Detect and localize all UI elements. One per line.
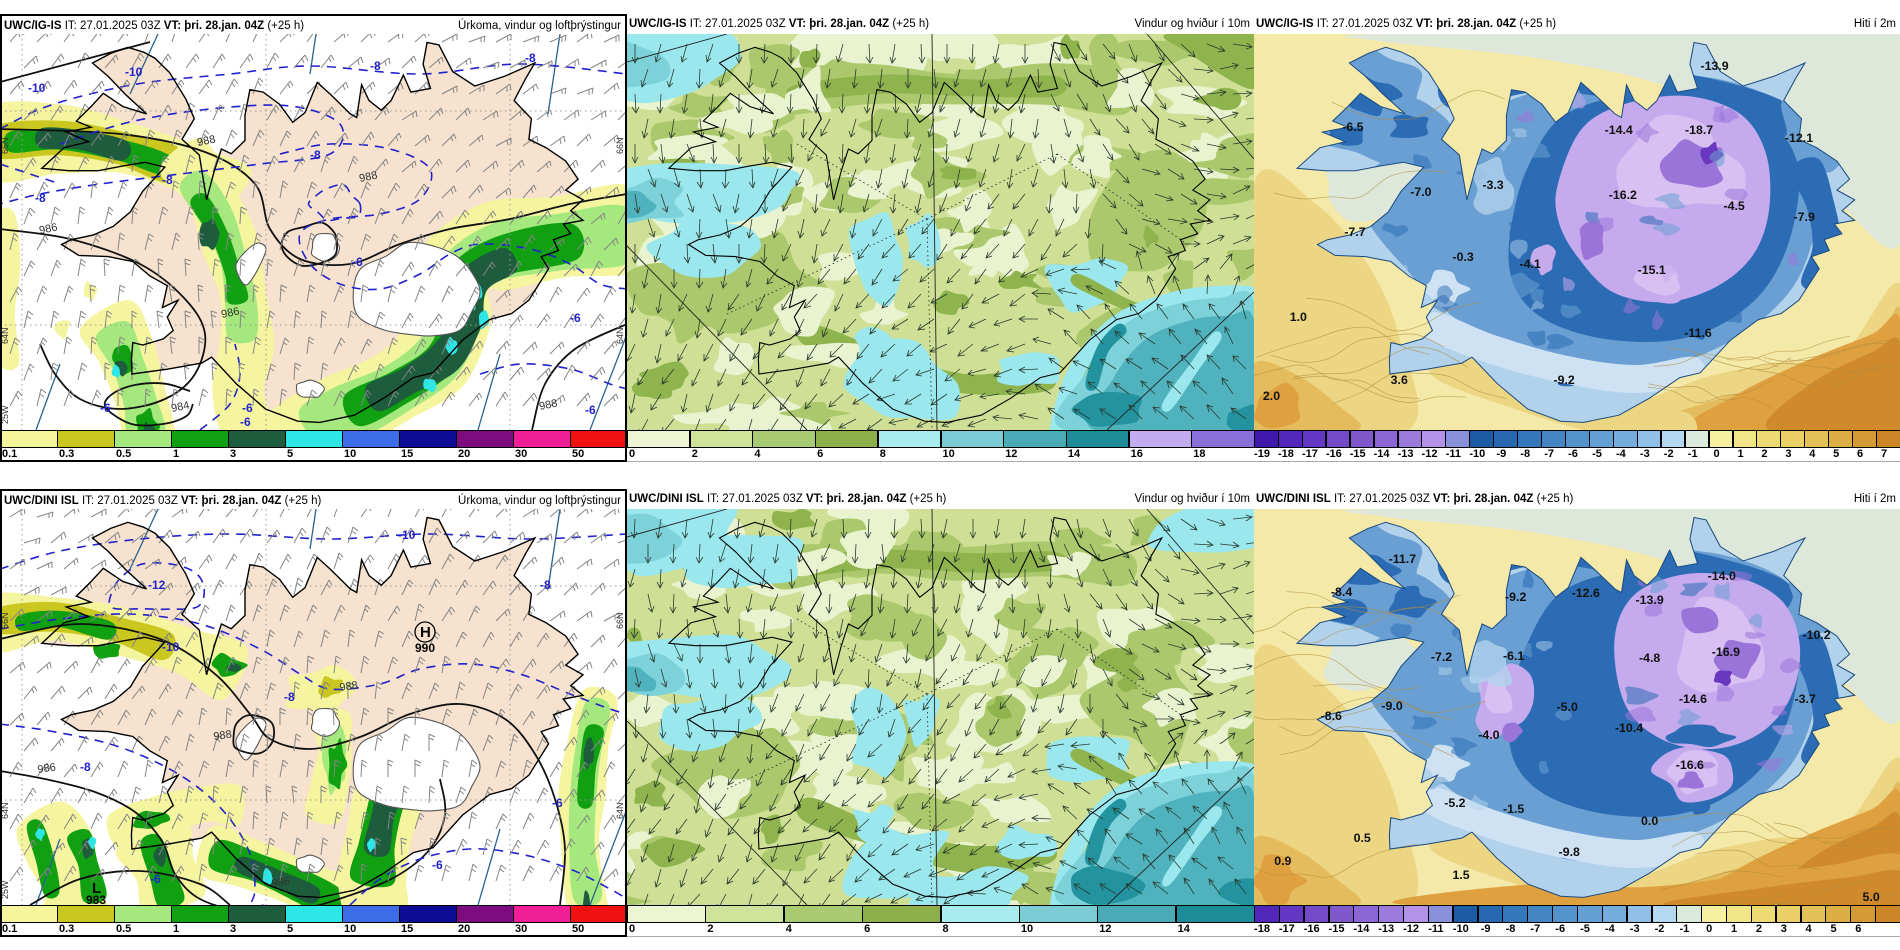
svg-text:-6.5: -6.5: [1342, 120, 1364, 134]
svg-text:1.5: 1.5: [1453, 868, 1470, 882]
svg-text:-9.8: -9.8: [1559, 845, 1581, 859]
svg-text:64N: 64N: [0, 327, 10, 344]
svg-text:-13.9: -13.9: [1700, 59, 1728, 73]
svg-text:-14.4: -14.4: [1605, 123, 1633, 137]
svg-text:988: 988: [196, 133, 216, 149]
svg-text:-13.9: -13.9: [1636, 593, 1664, 607]
svg-text:-12: -12: [148, 578, 166, 592]
svg-text:66N: 66N: [0, 137, 10, 154]
svg-text:-14.6: -14.6: [1679, 692, 1707, 706]
svg-text:-8: -8: [35, 191, 46, 205]
svg-text:-16.9: -16.9: [1712, 645, 1740, 659]
svg-text:-18.7: -18.7: [1685, 123, 1713, 137]
svg-text:66N: 66N: [615, 612, 625, 629]
svg-text:986: 986: [271, 876, 291, 890]
svg-text:-3.3: -3.3: [1482, 178, 1504, 192]
svg-text:-4.8: -4.8: [1639, 651, 1661, 665]
svg-text:-10: -10: [398, 528, 416, 542]
svg-text:-8: -8: [310, 148, 321, 162]
svg-text:-6: -6: [585, 403, 596, 417]
svg-text:-6: -6: [240, 415, 251, 429]
svg-text:25W: 25W: [0, 405, 10, 424]
svg-text:66N: 66N: [0, 612, 10, 629]
svg-text:25W: 25W: [0, 880, 10, 899]
svg-text:-11.6: -11.6: [1684, 326, 1712, 340]
svg-text:-10: -10: [162, 640, 180, 654]
svg-text:H: H: [420, 624, 431, 641]
svg-text:-4.1: -4.1: [1519, 257, 1541, 271]
svg-text:-8: -8: [525, 51, 536, 65]
svg-text:-7.2: -7.2: [1431, 650, 1453, 664]
svg-text:-5.0: -5.0: [1557, 700, 1579, 714]
svg-text:-5.2: -5.2: [1444, 796, 1466, 810]
svg-text:-4.5: -4.5: [1723, 199, 1745, 213]
svg-text:-0.3: -0.3: [1453, 250, 1475, 264]
svg-text:986: 986: [38, 221, 58, 237]
svg-text:-16.6: -16.6: [1676, 758, 1704, 772]
svg-text:-10: -10: [28, 81, 46, 95]
svg-text:-8: -8: [162, 173, 173, 187]
svg-text:-6: -6: [100, 401, 111, 415]
svg-text:0.5: 0.5: [1354, 831, 1371, 845]
svg-text:-6: -6: [432, 858, 443, 872]
svg-text:-16.2: -16.2: [1609, 188, 1637, 202]
svg-text:986: 986: [37, 762, 57, 776]
svg-text:0.0: 0.0: [1641, 814, 1658, 828]
svg-text:-14.0: -14.0: [1708, 569, 1736, 583]
svg-text:-6: -6: [552, 796, 563, 810]
svg-text:-1.5: -1.5: [1503, 802, 1525, 816]
svg-text:-12.1: -12.1: [1785, 131, 1813, 145]
svg-text:986: 986: [220, 305, 240, 321]
svg-text:-7.0: -7.0: [1410, 185, 1432, 199]
svg-text:1.0: 1.0: [1290, 310, 1307, 324]
svg-text:-10: -10: [125, 65, 143, 79]
svg-text:L: L: [92, 880, 101, 897]
svg-text:64N: 64N: [615, 327, 625, 344]
svg-text:-8: -8: [370, 59, 381, 73]
svg-text:984: 984: [170, 399, 190, 415]
svg-text:-8: -8: [284, 690, 295, 704]
svg-text:988: 988: [538, 397, 558, 413]
svg-text:-15.1: -15.1: [1638, 263, 1666, 277]
svg-text:-7.9: -7.9: [1794, 210, 1816, 224]
svg-text:0.9: 0.9: [1274, 854, 1291, 868]
svg-text:-10.4: -10.4: [1615, 721, 1643, 735]
svg-text:-6: -6: [150, 872, 161, 886]
svg-text:-6: -6: [242, 401, 253, 415]
svg-text:-3.7: -3.7: [1795, 692, 1817, 706]
svg-text:-6.1: -6.1: [1503, 649, 1525, 663]
svg-text:990: 990: [415, 641, 435, 655]
svg-text:-7.7: -7.7: [1344, 225, 1366, 239]
svg-text:-11.7: -11.7: [1389, 552, 1417, 566]
svg-text:-4.0: -4.0: [1478, 728, 1500, 742]
svg-text:-8.4: -8.4: [1331, 585, 1353, 599]
svg-text:-8.6: -8.6: [1321, 709, 1343, 723]
svg-text:5.0: 5.0: [1863, 890, 1880, 904]
svg-text:-9.0: -9.0: [1381, 699, 1403, 713]
svg-text:2.0: 2.0: [1263, 389, 1280, 403]
svg-text:-10.2: -10.2: [1802, 628, 1830, 642]
svg-text:64N: 64N: [615, 802, 625, 819]
svg-text:-9.2: -9.2: [1553, 373, 1575, 387]
svg-text:64N: 64N: [0, 802, 10, 819]
svg-text:983: 983: [86, 893, 106, 905]
svg-text:-8: -8: [80, 760, 91, 774]
svg-text:-6: -6: [570, 311, 581, 325]
svg-text:66N: 66N: [615, 137, 625, 154]
svg-text:988: 988: [358, 169, 378, 185]
svg-text:988: 988: [213, 729, 233, 743]
svg-text:-6: -6: [255, 902, 266, 905]
svg-text:-9.2: -9.2: [1505, 590, 1527, 604]
svg-text:3.6: 3.6: [1391, 373, 1408, 387]
svg-text:988: 988: [339, 680, 359, 694]
svg-text:-8: -8: [540, 578, 551, 592]
svg-text:-6: -6: [352, 255, 363, 269]
svg-text:-12.6: -12.6: [1572, 586, 1600, 600]
